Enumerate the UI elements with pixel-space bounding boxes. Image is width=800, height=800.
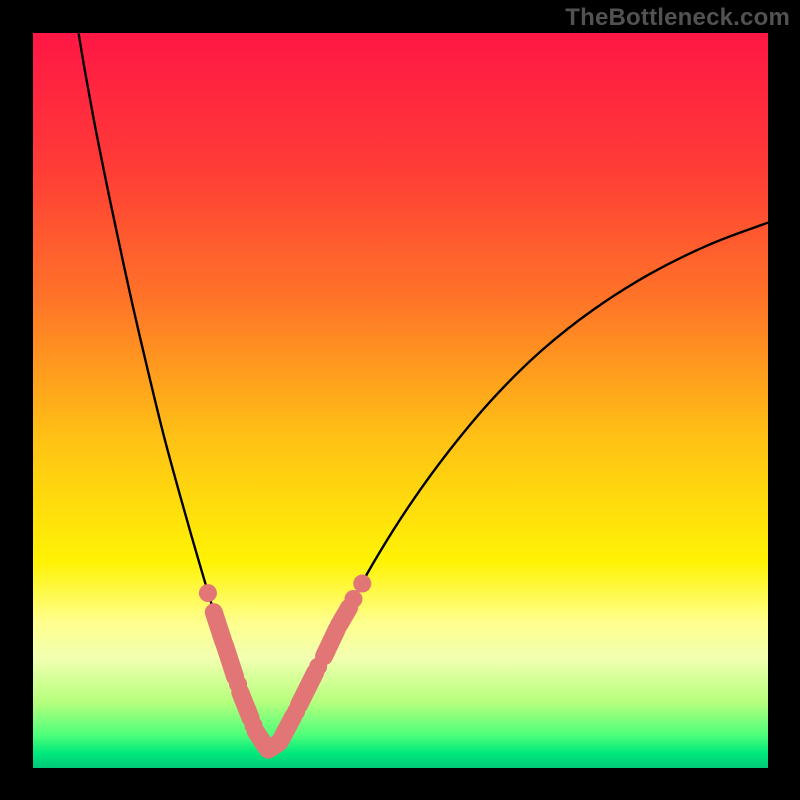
marker-segment	[339, 608, 349, 626]
marker-segment	[324, 630, 337, 656]
chart-svg	[33, 33, 768, 768]
marker-dot	[344, 590, 362, 608]
gradient-background	[33, 33, 768, 768]
marker-segment	[225, 645, 235, 677]
marker-dot	[353, 575, 371, 593]
marker-segment	[280, 717, 293, 742]
marker-dot	[199, 584, 217, 602]
chart-root: TheBottleneck.com	[0, 0, 800, 800]
watermark-text: TheBottleneck.com	[565, 4, 790, 32]
marker-segment	[240, 692, 250, 718]
plot-area	[33, 33, 768, 768]
